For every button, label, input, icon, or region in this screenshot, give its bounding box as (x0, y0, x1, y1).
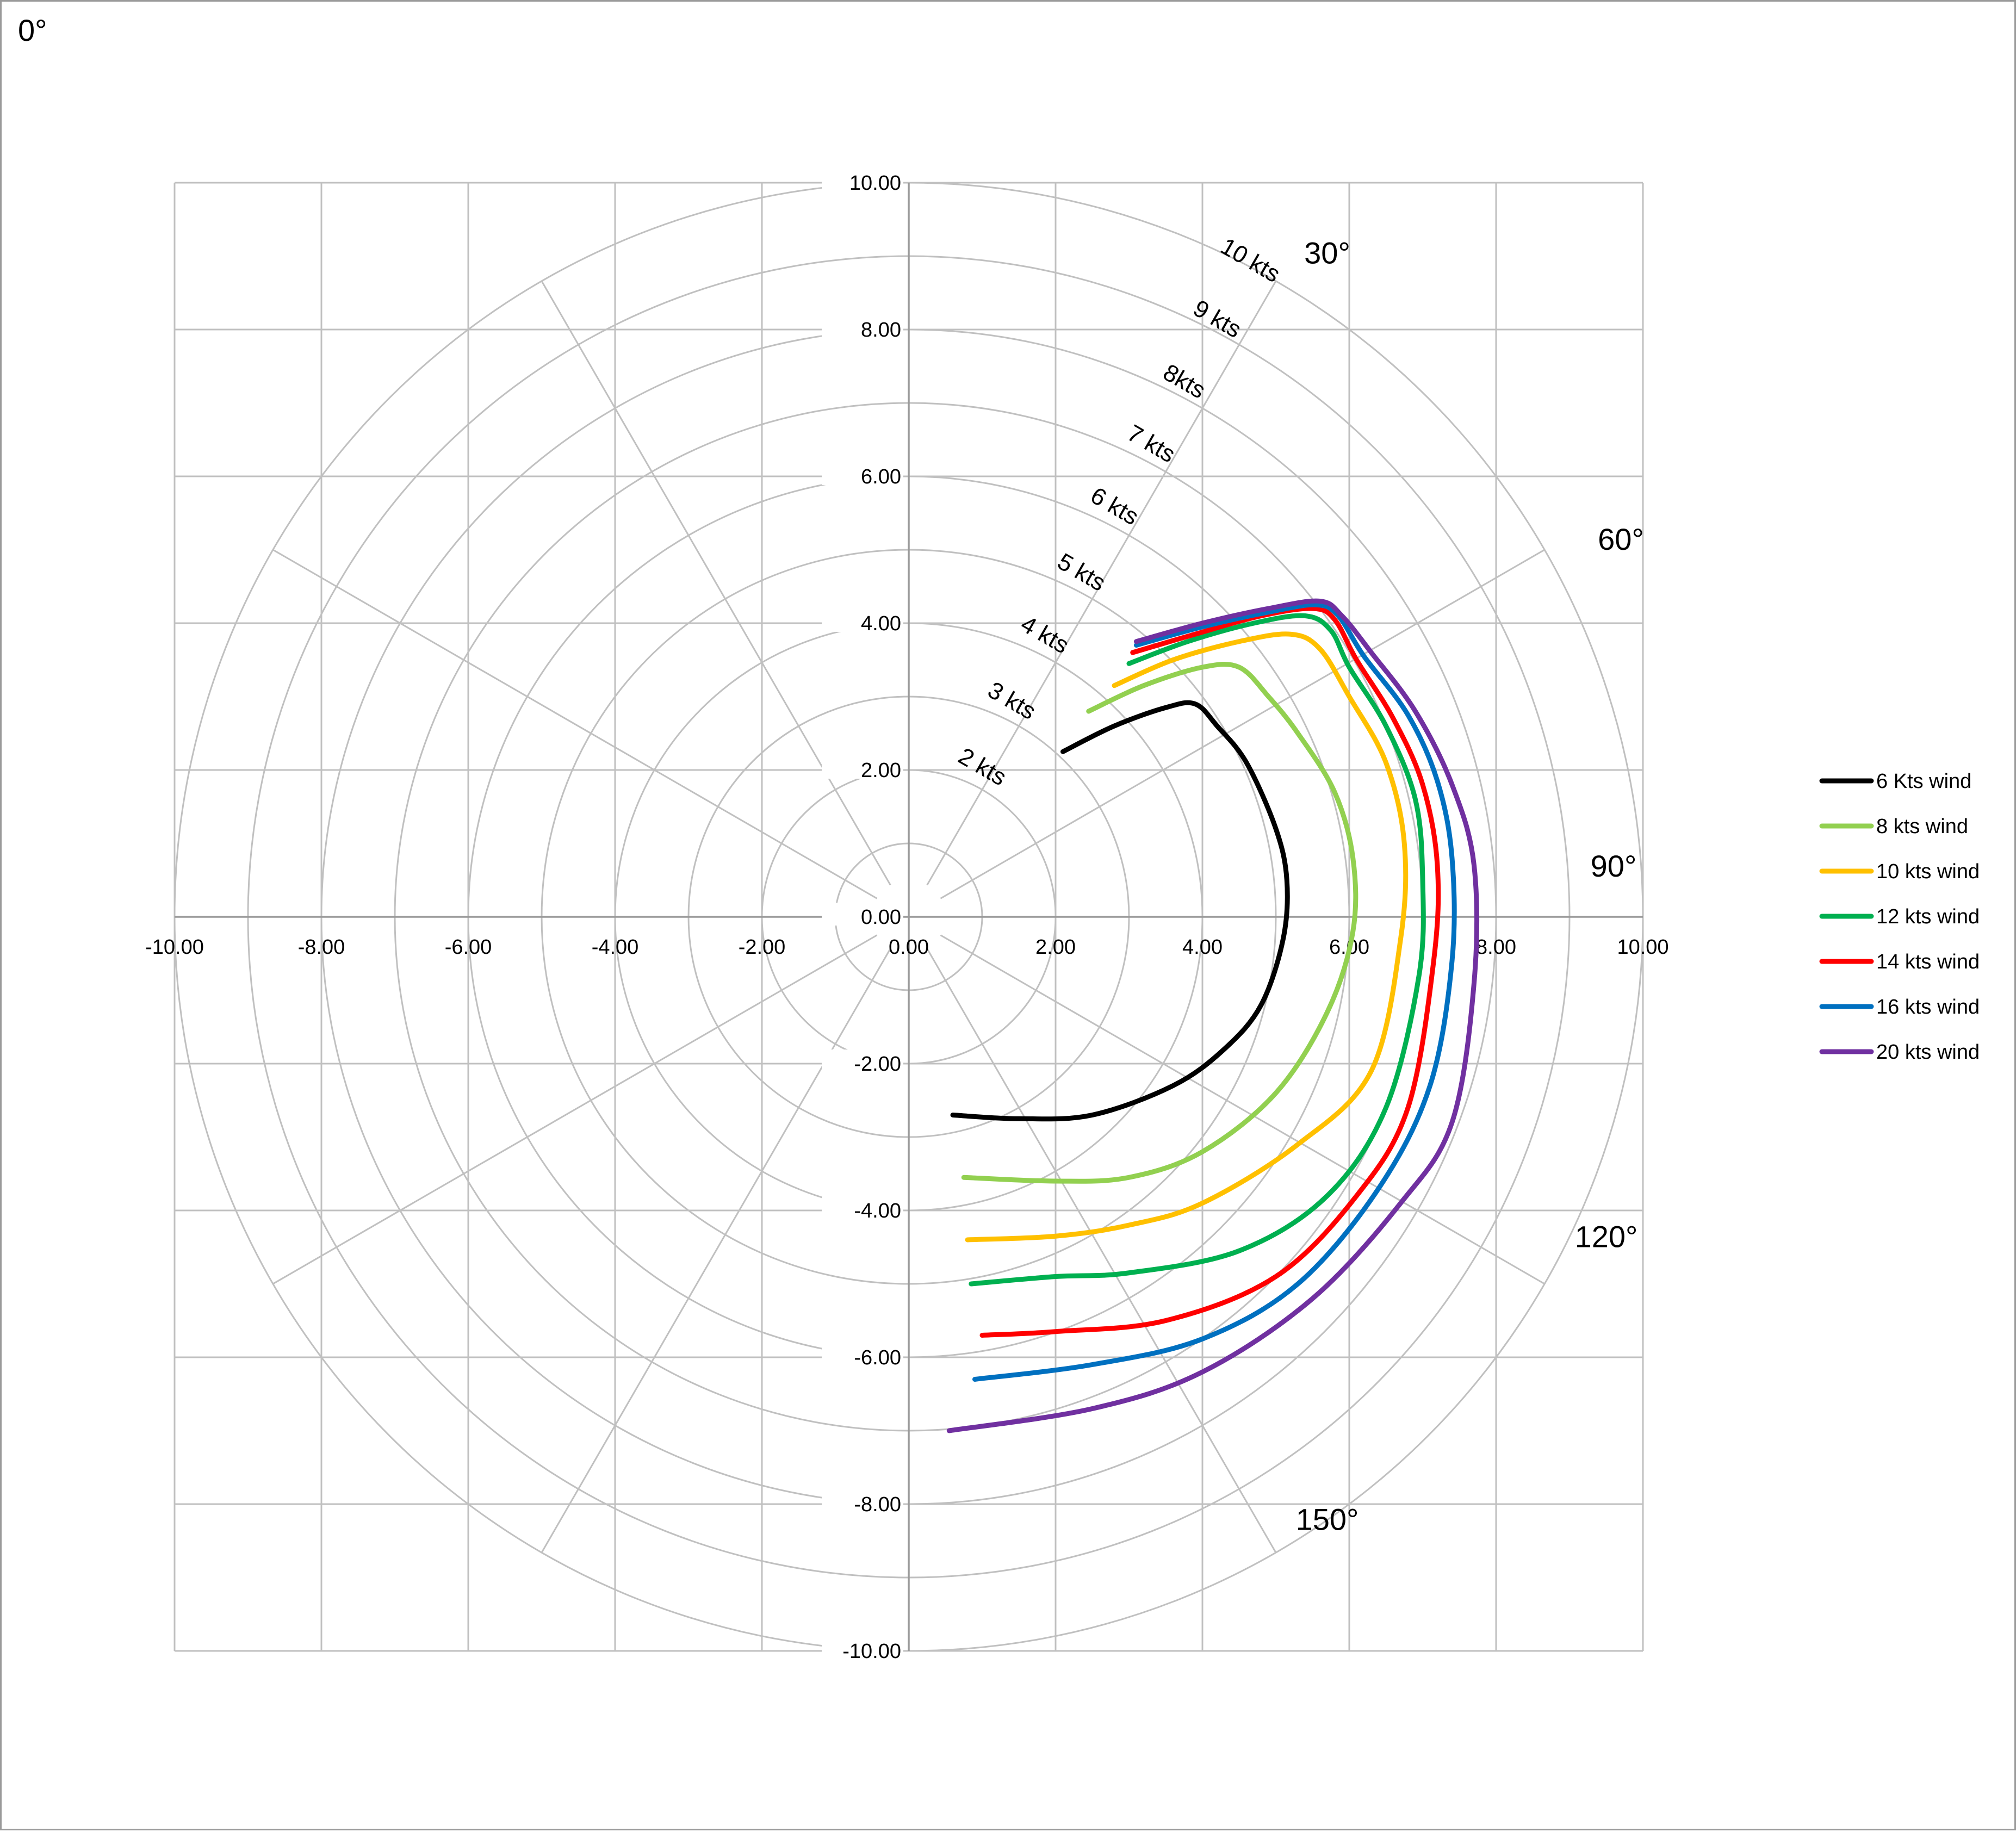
x-tick-label: -4.00 (592, 936, 639, 959)
polar-spoke (541, 948, 891, 1553)
angle-label: 30° (1304, 236, 1350, 270)
series-line-12-kts-wind (969, 613, 1426, 1287)
grid (173, 182, 1644, 1652)
x-tick-label: -2.00 (739, 936, 786, 959)
y-tick-label-bg (822, 1637, 903, 1660)
x-tick-label: -8.00 (298, 936, 345, 959)
y-tick-label: -8.00 (854, 1493, 901, 1516)
ring-label: 9 kts (1189, 295, 1246, 343)
ring-label: 6 kts (1086, 482, 1143, 530)
series-lines (946, 598, 1480, 1433)
polar-spoke (940, 549, 1545, 899)
ring-label: 3 kts (983, 676, 1040, 725)
angle-labels: 30° 60° 90° 120° 150° (1296, 236, 1644, 1537)
y-tick-label: 2.00 (861, 759, 901, 782)
y-tick-label-bg (822, 462, 903, 485)
angle-label: 60° (1598, 522, 1644, 556)
series-line-10-kts-wind (965, 631, 1409, 1243)
y-tick-label: -6.00 (854, 1346, 901, 1369)
series-line-8-kts-wind (961, 661, 1359, 1184)
ring-label: 5 kts (1053, 548, 1110, 597)
x-tick-label: -6.00 (445, 936, 492, 959)
polar-spoke (272, 934, 878, 1285)
legend-label-12-kts-wind: 12 kts wind (1876, 905, 1980, 928)
x-tick-label: 4.00 (1182, 936, 1223, 959)
polar-spoke (926, 281, 1277, 886)
tick-labels: -10.00 -8.00 -6.00 -4.00 -2.00 0.00 2.00 4.00 6.… (145, 169, 1669, 1663)
ring-label: 10 kts (1216, 233, 1285, 288)
y-tick-label: -4.00 (854, 1200, 901, 1222)
y-tick-label-bg (822, 756, 903, 779)
y-tick-label-bg (822, 609, 903, 632)
series-line-14-kts-wind (979, 606, 1441, 1338)
polar-spoke (541, 281, 891, 886)
y-tick-label-bg (822, 1196, 903, 1219)
y-tick-label: 0.00 (861, 906, 901, 929)
series-line-20-kts-wind (946, 598, 1480, 1433)
x-tick-label: 0.00 (889, 936, 929, 959)
angle-label: 90° (1591, 849, 1637, 883)
y-tick-label-bg (822, 1490, 903, 1513)
x-tick-label: 10.00 (1617, 936, 1668, 959)
corner-angle-label: 0° (18, 13, 47, 47)
polar-spoke (272, 549, 878, 899)
x-tick-label: -10.00 (145, 936, 204, 959)
polar-spoke (940, 934, 1545, 1285)
series-line-6-kts-wind (950, 700, 1290, 1122)
polar-spoke (926, 948, 1277, 1553)
legend-label-20-kts-wind: 20 kts wind (1876, 1041, 1980, 1064)
series-line-16-kts-wind (972, 602, 1457, 1382)
y-tick-label: -2.00 (854, 1053, 901, 1076)
y-tick-label-bg (822, 1343, 903, 1366)
y-tick-label-bg (822, 903, 903, 926)
legend-label-10-kts-wind: 10 kts wind (1876, 860, 1980, 883)
x-tick-label: 8.00 (1476, 936, 1516, 959)
y-tick-label: 4.00 (861, 612, 901, 635)
legend-label-6-kts-wind: 6 Kts wind (1876, 770, 1971, 793)
angle-label: 150° (1296, 1502, 1359, 1536)
y-tick-label: 8.00 (861, 319, 901, 341)
legend: 6 Kts wind 8 kts wind 10 kts wind 12 kts wi… (1819, 770, 1980, 1064)
y-tick-label: 10.00 (849, 172, 901, 195)
y-tick-label-bg (822, 315, 903, 338)
angle-label: 120° (1575, 1220, 1638, 1254)
legend-label-8-kts-wind: 8 kts wind (1876, 815, 1968, 838)
ring-label: 2 kts (954, 743, 1011, 791)
y-tick-label-bg (822, 1049, 903, 1072)
x-tick-label: 2.00 (1035, 936, 1076, 959)
y-tick-label: -10.00 (842, 1640, 901, 1663)
y-tick-label-bg (822, 169, 903, 191)
legend-label-16-kts-wind: 16 kts wind (1876, 996, 1980, 1019)
y-tick-label: 6.00 (861, 465, 901, 488)
legend-label-14-kts-wind: 14 kts wind (1876, 951, 1980, 973)
ring-label: 4 kts (1016, 611, 1074, 659)
